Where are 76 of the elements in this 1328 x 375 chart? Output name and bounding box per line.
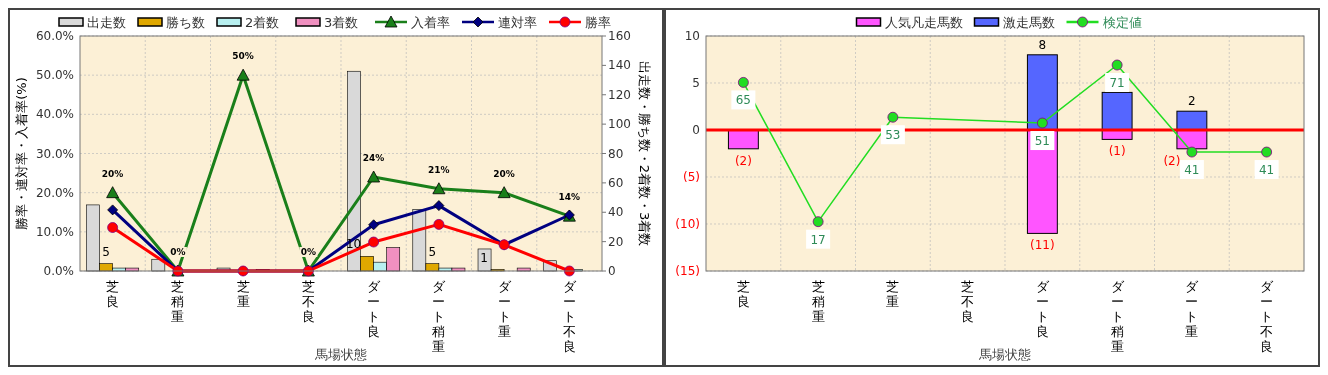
data-label: 2 bbox=[1188, 94, 1196, 109]
data-label: 41 bbox=[1184, 163, 1200, 178]
legend-label: 激走馬数 bbox=[1002, 15, 1055, 30]
y2-tick-label: 20 bbox=[608, 234, 624, 249]
data-label: 0% bbox=[170, 247, 186, 257]
x-axis-title: 馬場状態 bbox=[314, 347, 367, 362]
y-tick-label: 0.0% bbox=[43, 264, 74, 278]
legend-label: 検定値 bbox=[1102, 15, 1142, 30]
x-tick-label: ダート良 bbox=[1035, 279, 1050, 339]
legend-label: 連対率 bbox=[498, 15, 537, 30]
data-label: 50% bbox=[232, 51, 254, 62]
y-tick-label: 10 bbox=[684, 29, 700, 43]
x-tick-label: 芝稍重 bbox=[171, 279, 185, 324]
x-tick-label: 芝不良 bbox=[961, 279, 975, 324]
data-label: 0% bbox=[300, 247, 317, 257]
data-label: 14% bbox=[558, 192, 581, 203]
x-tick-label: ダート稍重 bbox=[432, 279, 447, 354]
x-tick-label: 芝不良 bbox=[301, 279, 315, 324]
data-label: 5 bbox=[428, 244, 437, 259]
data-label: 71 bbox=[1109, 76, 1125, 91]
data-label: 65 bbox=[735, 93, 752, 108]
data-label: (11) bbox=[1030, 238, 1055, 253]
x-tick-label: ダート不良 bbox=[562, 279, 577, 354]
y-tick-label: 0 bbox=[692, 123, 700, 137]
x-tick-label: 芝重 bbox=[886, 279, 900, 309]
y2-tick-label: 60 bbox=[608, 175, 624, 190]
x-tick-label: 芝良 bbox=[106, 279, 120, 309]
y-tick-label: 50.0% bbox=[35, 68, 74, 83]
y2-axis-title: 出走数・勝ち数・2着数・3着数 bbox=[637, 60, 652, 247]
legend-label: 2着数 bbox=[245, 15, 280, 30]
y-tick-label: 30.0% bbox=[35, 146, 74, 161]
data-label: 24% bbox=[362, 153, 385, 163]
x-tick-label: 芝良 bbox=[736, 279, 750, 309]
legend-label: 勝率 bbox=[585, 15, 611, 30]
data-label: 8 bbox=[1038, 37, 1047, 52]
y2-tick-label: 160 bbox=[608, 29, 631, 43]
data-label: 53 bbox=[885, 128, 901, 143]
y-tick-label: 60.0% bbox=[35, 29, 74, 43]
x-tick-label: ダート不良 bbox=[1260, 279, 1275, 354]
data-label: 5 bbox=[102, 244, 110, 259]
y-tick-label: (5) bbox=[683, 170, 700, 184]
x-axis-title: 馬場状態 bbox=[978, 347, 1031, 362]
data-label: (2) bbox=[1163, 153, 1181, 168]
legend-label: 入着率 bbox=[411, 15, 450, 30]
x-tick-label: ダート重 bbox=[497, 279, 512, 339]
data-label: 1 bbox=[480, 250, 488, 265]
x-tick-label: ダート重 bbox=[1185, 279, 1200, 339]
y-tick-label: (15) bbox=[675, 264, 700, 278]
x-tick-label: 芝重 bbox=[236, 279, 250, 309]
x-tick-label: 芝稍重 bbox=[811, 279, 825, 324]
y2-tick-label: 80 bbox=[608, 146, 624, 161]
data-label: (1) bbox=[1108, 144, 1126, 159]
y2-tick-label: 120 bbox=[608, 87, 631, 102]
legend-label: 出走数 bbox=[87, 15, 126, 30]
x-tick-label: ダート稍重 bbox=[1110, 279, 1125, 354]
y-tick-label: 20.0% bbox=[35, 185, 74, 200]
y-tick-label: 10.0% bbox=[35, 224, 74, 239]
y2-tick-label: 140 bbox=[608, 58, 631, 73]
legend-label: 3着数 bbox=[324, 15, 359, 30]
y2-tick-label: 40 bbox=[608, 205, 624, 220]
y-tick-label: (10) bbox=[675, 217, 700, 231]
data-label: 20% bbox=[101, 168, 124, 179]
data-label: 17 bbox=[810, 232, 826, 247]
legend-label: 勝ち数 bbox=[166, 15, 205, 30]
y-tick-label: 40.0% bbox=[35, 107, 74, 122]
data-label: 51 bbox=[1034, 134, 1051, 149]
y-tick-label: 5 bbox=[692, 76, 700, 90]
y2-tick-label: 0 bbox=[608, 264, 616, 278]
data-label: 20% bbox=[493, 168, 515, 179]
data-label: (2) bbox=[734, 153, 752, 168]
data-label: 41 bbox=[1258, 163, 1275, 178]
y2-tick-label: 100 bbox=[608, 117, 631, 132]
data-label: 21% bbox=[428, 164, 450, 175]
y-axis-title: 勝率・連対率・入着率(%) bbox=[14, 77, 29, 230]
x-tick-label: ダート良 bbox=[367, 279, 382, 339]
legend-label: 人気凡走馬数 bbox=[884, 15, 963, 30]
